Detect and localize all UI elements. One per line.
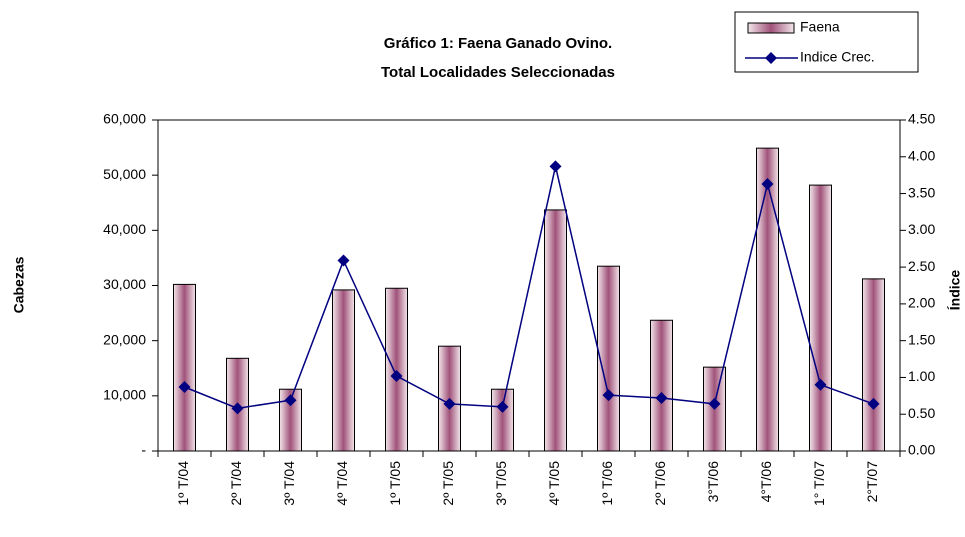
y2-axis-label: Índice xyxy=(947,270,963,311)
y-tick-label: 60,000 xyxy=(103,111,146,127)
marker xyxy=(761,177,774,190)
y-tick-label: 30,000 xyxy=(103,276,146,292)
line xyxy=(184,166,874,410)
x-tick-label: 3º T/04 xyxy=(281,461,297,506)
y-tick-label: 40,000 xyxy=(103,221,146,237)
x-tick-label: 1° T/07 xyxy=(811,461,827,506)
bar xyxy=(650,319,673,452)
x-tick-label: 2º T/05 xyxy=(440,461,456,506)
marker xyxy=(708,397,721,410)
chart-title: Gráfico 1: Faena Ganado Ovino. xyxy=(384,35,612,52)
legend-label: Indice Crec. xyxy=(800,49,875,65)
x-tick-label: 1º T/04 xyxy=(175,461,191,506)
marker xyxy=(231,402,244,415)
x-tick-label: 1º T/06 xyxy=(599,461,615,506)
x-tick-label: 2°T/07 xyxy=(864,461,880,503)
marker xyxy=(178,381,191,394)
bar xyxy=(597,265,620,452)
y-axis-label: Cabezas xyxy=(11,256,27,313)
y2-tick-label: 3.00 xyxy=(908,221,935,237)
bar xyxy=(385,287,408,452)
legend-marker xyxy=(765,52,777,64)
marker xyxy=(867,397,880,410)
bar xyxy=(756,147,779,452)
chart-subtitle: Total Localidades Seleccionadas xyxy=(381,64,615,81)
marker xyxy=(814,378,827,391)
marker xyxy=(549,160,562,173)
y2-tick-label: 4.50 xyxy=(908,111,935,127)
bar xyxy=(173,283,196,452)
x-tick-label: 3°T/06 xyxy=(705,461,721,503)
y2-tick-label: 0.50 xyxy=(908,405,935,421)
bar xyxy=(491,388,514,452)
marker xyxy=(337,254,350,267)
bar xyxy=(279,388,302,452)
bar xyxy=(332,289,355,452)
y2-tick-label: 2.50 xyxy=(908,258,935,274)
x-tick-label: 2º T/06 xyxy=(652,461,668,506)
y2-tick-label: 3.50 xyxy=(908,184,935,200)
y-tick-label: - xyxy=(141,442,146,458)
x-tick-label: 4°T/06 xyxy=(758,461,774,503)
legend-box xyxy=(734,11,919,73)
x-tick-label: 3º T/05 xyxy=(493,461,509,506)
x-tick-label: 2º T/04 xyxy=(228,461,244,506)
marker xyxy=(390,369,403,382)
y2-tick-label: 0.00 xyxy=(908,442,935,458)
x-tick-label: 4º T/05 xyxy=(546,461,562,506)
bar xyxy=(544,209,567,452)
marker xyxy=(284,394,297,407)
y-tick-label: 50,000 xyxy=(103,166,146,182)
y2-tick-label: 1.00 xyxy=(908,368,935,384)
y2-tick-label: 1.50 xyxy=(908,331,935,347)
marker xyxy=(443,397,456,410)
y2-tick-label: 2.00 xyxy=(908,295,935,311)
marker xyxy=(496,400,509,413)
bar xyxy=(809,184,832,452)
y-tick-label: 20,000 xyxy=(103,331,146,347)
legend-swatch xyxy=(747,22,795,34)
bar xyxy=(862,278,885,452)
marker xyxy=(655,392,668,405)
y-tick-label: 10,000 xyxy=(103,387,146,403)
y2-tick-label: 4.00 xyxy=(908,147,935,163)
legend-label: Faena xyxy=(800,19,840,35)
x-tick-label: 4º T/04 xyxy=(334,461,350,506)
marker xyxy=(602,389,615,402)
x-tick-label: 1º T/05 xyxy=(387,461,403,506)
